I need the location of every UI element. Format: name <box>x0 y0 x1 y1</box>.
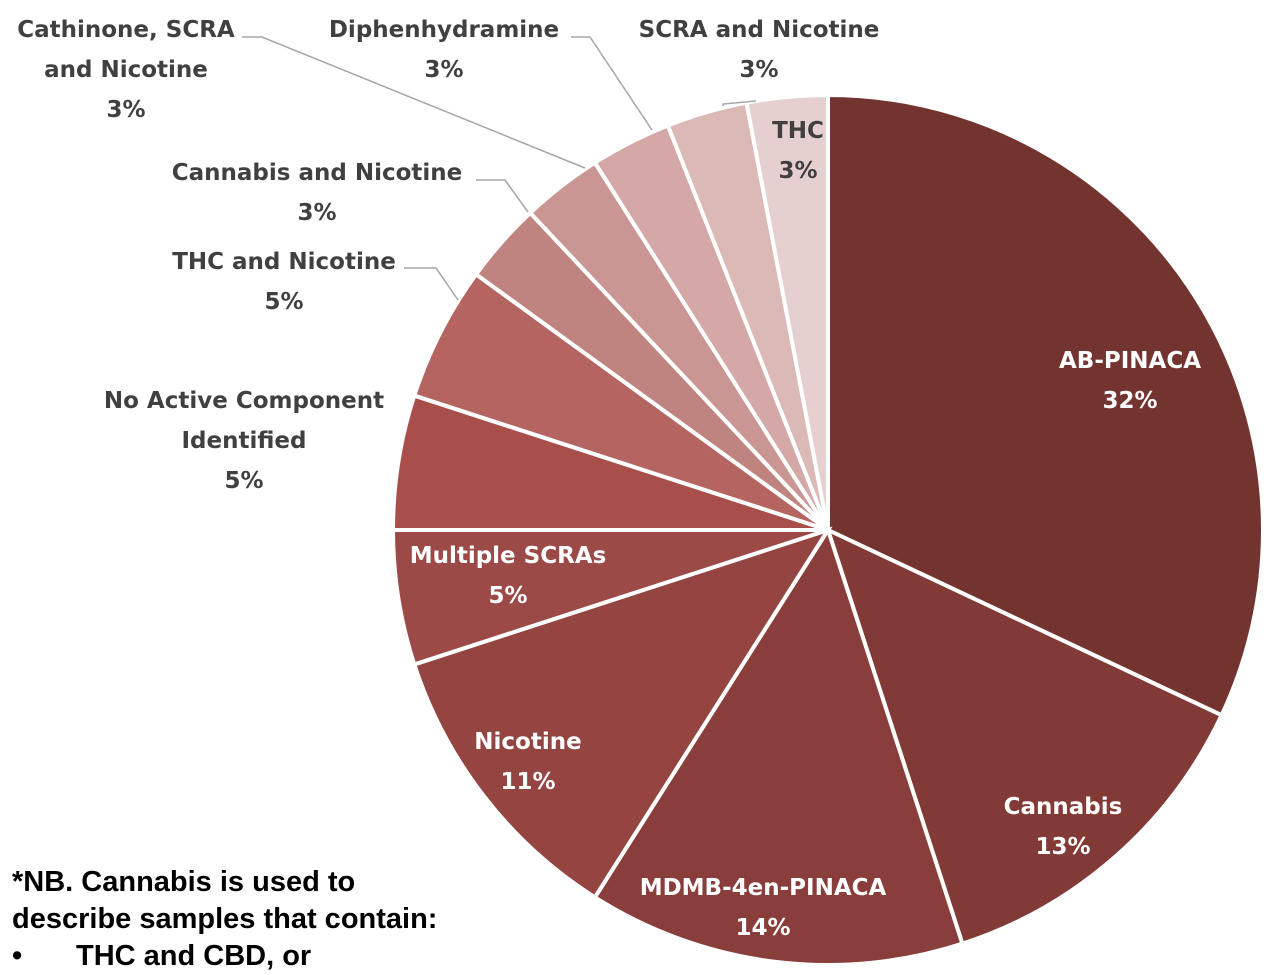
slice-value-label: 5% <box>224 468 263 494</box>
slice-label-text: and Nicotine <box>44 57 208 83</box>
pie-slice-thc <box>744 92 830 531</box>
slice-label-text: SCRA and Nicotine <box>639 17 880 43</box>
slice-label: Nicotine 11% <box>474 729 581 795</box>
slice-value-label: 3% <box>424 57 463 83</box>
slice-label: No Active Component Identified 5% <box>104 388 384 494</box>
slice-label-text: Cannabis <box>1004 794 1123 820</box>
slice-label: THC and Nicotine 5% <box>172 249 396 315</box>
leader-lines <box>242 36 757 301</box>
slice-value-label: 5% <box>488 583 527 609</box>
slice-label-text: No Active Component <box>104 388 384 414</box>
footnote: *NB. Cannabis is used to describe sample… <box>12 864 437 975</box>
slice-value-label: 3% <box>106 97 145 123</box>
slice-value-label: 3% <box>297 200 336 226</box>
footnote-line-3: THC and CBD, or <box>76 940 312 972</box>
slice-label-text: Cannabis and Nicotine <box>172 160 463 186</box>
slice-label: Diphenhydramine 3% <box>329 17 559 83</box>
slice-labels: AB-PINACA 32% Cannabis 13% MDMB-4en-PINACA 14… <box>17 17 1201 941</box>
footnote-bullet-item: • THC and CBD, or <box>12 938 437 975</box>
leader-line <box>404 267 459 301</box>
footnote-line-2: describe samples that contain: <box>12 903 438 935</box>
slice-label-text: Cathinone, SCRA <box>17 17 235 43</box>
leader-line <box>722 100 757 106</box>
slice-label-text: AB-PINACA <box>1059 348 1201 374</box>
pie-slice-cannabis <box>824 526 1225 947</box>
bullet-icon: • <box>12 940 23 972</box>
slice-label: THC 3% <box>772 118 824 184</box>
leader-line <box>476 179 529 213</box>
slice-value-label: 32% <box>1102 388 1157 414</box>
slice-value-label: 13% <box>1035 834 1090 860</box>
slice-label: Cannabis and Nicotine 3% <box>172 160 463 226</box>
slice-label: Cathinone, SCRA and Nicotine 3% <box>17 17 235 123</box>
slice-value-label: 3% <box>778 158 817 184</box>
slice-label: SCRA and Nicotine 3% <box>639 17 880 83</box>
slice-value-label: 5% <box>264 289 303 315</box>
slice-label-text: Diphenhydramine <box>329 17 559 43</box>
footnote-line-1: *NB. Cannabis is used to <box>12 866 356 898</box>
slice-label: AB-PINACA 32% <box>1059 348 1201 414</box>
slice-value-label: 3% <box>739 57 778 83</box>
slice-label-text: Nicotine <box>474 729 581 755</box>
slice-label-text: Multiple SCRAs <box>410 543 607 569</box>
leader-line <box>242 36 586 169</box>
slice-label: MDMB-4en-PINACA 14% <box>640 875 887 941</box>
pie-slice-nicotine <box>411 526 833 901</box>
slice-label: Cannabis 13% <box>1004 794 1123 860</box>
slice-label-text: THC <box>772 118 824 144</box>
slice-value-label: 14% <box>735 915 790 941</box>
slice-label-text: MDMB-4en-PINACA <box>640 875 887 901</box>
slice-label: Multiple SCRAs 5% <box>410 543 607 609</box>
leader-line <box>571 36 653 131</box>
slice-label-text: Identified <box>182 428 307 454</box>
pie-slice-ab-pinaca <box>826 92 1265 718</box>
pie-slice-mdmb-4en-pinaca <box>592 525 965 966</box>
pie-slices <box>390 92 1265 966</box>
slice-value-label: 11% <box>500 769 555 795</box>
slice-label-text: THC and Nicotine <box>172 249 396 275</box>
